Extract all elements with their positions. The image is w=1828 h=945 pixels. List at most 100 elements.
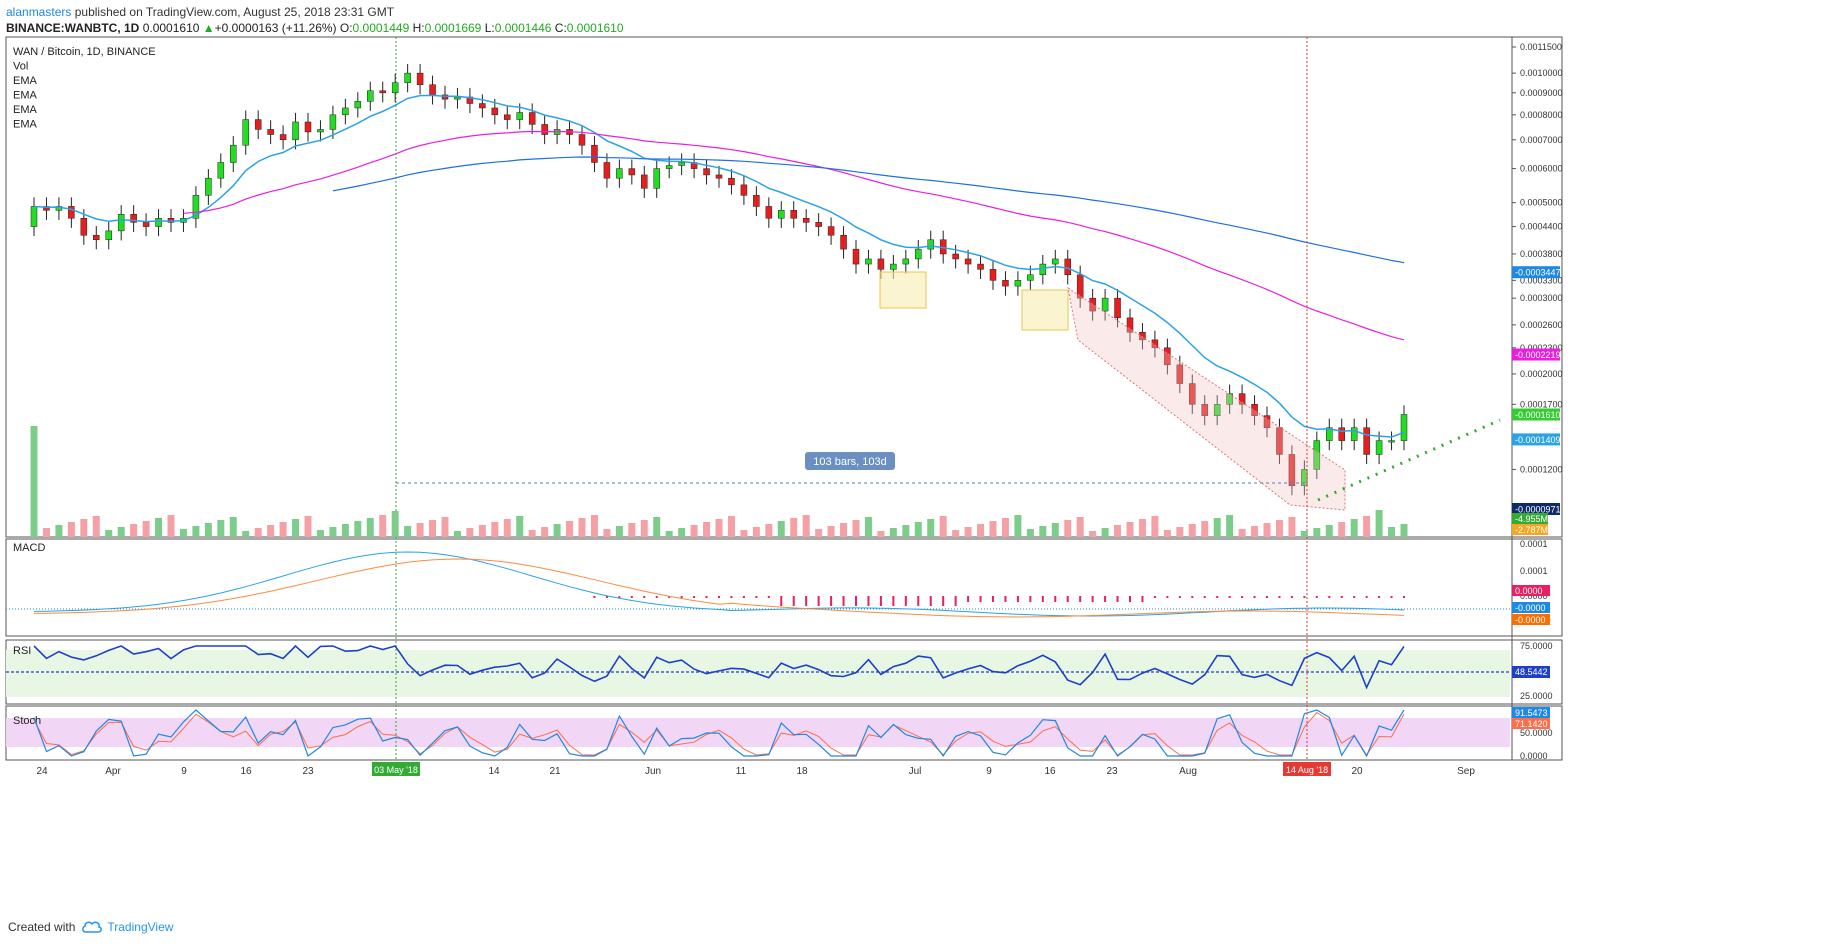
volume-bar	[1350, 519, 1358, 537]
volume-bar	[1300, 531, 1308, 537]
candle-body	[616, 168, 623, 179]
volume-group	[30, 426, 1408, 537]
volume-bar	[466, 528, 474, 537]
macd-histogram-bar	[630, 596, 633, 598]
macd-axis-label: 0.0001	[1520, 566, 1548, 576]
candle-body	[1052, 258, 1059, 265]
stoch-band	[6, 718, 1510, 747]
author-link[interactable]: alanmasters	[6, 5, 72, 19]
candle-body	[1002, 280, 1009, 287]
highlight-box	[1021, 289, 1069, 331]
chart-canvas[interactable]: 0.0011500 0.0010000 0.0009000 0.0008000 0.00…	[0, 0, 1828, 915]
volume-bar	[578, 518, 586, 537]
volume-bar	[503, 519, 511, 537]
macd-histogram-bar	[1241, 596, 1244, 598]
candle-body	[1189, 383, 1196, 405]
low-value: 0.0001446	[494, 21, 552, 35]
time-axis-label: 24	[36, 766, 48, 777]
candle-body	[1039, 263, 1047, 276]
volume-tag	[1512, 524, 1548, 535]
volume-tag-label: -4.955M	[1515, 514, 1548, 524]
volume-bar	[678, 528, 686, 537]
volume-bar	[117, 527, 125, 537]
stoch-tag	[1512, 718, 1550, 729]
volume-bar	[192, 526, 200, 537]
legend-item: EMA	[13, 90, 38, 102]
candle-body	[329, 114, 337, 130]
stoch-tag	[1512, 707, 1550, 718]
price-tag-label: -0.0001610	[1515, 410, 1561, 420]
close-value: 0.0001610	[566, 21, 624, 35]
volume-bar	[1288, 517, 1296, 537]
rsi-axis-label: 25.0000	[1520, 691, 1553, 701]
price-axis-label: 0.0011500	[1520, 42, 1562, 52]
candle-body	[1238, 393, 1246, 405]
high-value: 0.0001669	[424, 21, 482, 35]
candle-body	[790, 210, 797, 219]
volume-bar	[752, 527, 760, 537]
macd-histogram-bar	[917, 596, 920, 606]
volume-bar	[491, 522, 499, 537]
candle-body	[765, 206, 773, 219]
macd-tag-label: -0.0000	[1515, 603, 1546, 613]
volume-bar	[92, 516, 100, 537]
volume-bar	[229, 517, 237, 537]
price-tag-label: -0.0003447	[1515, 268, 1561, 278]
stoch-axis-label: 0.0000	[1520, 751, 1548, 761]
volume-bar	[516, 516, 524, 537]
created-with-text: Created with	[8, 920, 76, 934]
volume-bar	[1176, 527, 1184, 537]
time-marker-label: 03 May '18	[374, 765, 418, 775]
volume-bar	[1064, 520, 1072, 537]
candle-body	[68, 206, 75, 219]
price-axis-label: 0.0002000	[1520, 369, 1563, 379]
volume-bar	[802, 515, 810, 537]
volume-bar	[1039, 526, 1047, 537]
price-tag	[1512, 503, 1560, 515]
time-marker-bg	[1283, 762, 1331, 776]
candle-body	[317, 129, 324, 133]
volume-bar	[989, 521, 997, 537]
macd-histogram-bar	[655, 596, 658, 598]
time-axis-label: Aug	[1179, 766, 1197, 777]
candle-body	[1176, 364, 1184, 384]
high-label: H:	[412, 21, 425, 35]
candle-body	[1400, 414, 1408, 441]
candle-body	[1251, 404, 1258, 416]
volume-bar	[977, 524, 985, 537]
macd-histogram-bar	[1303, 596, 1306, 598]
candle-body	[591, 144, 598, 163]
price-axis-label: 0.0009000	[1520, 88, 1563, 98]
price-axis-label: 0.0008000	[1520, 110, 1563, 120]
volume-bar	[715, 519, 723, 537]
macd-histogram-bar	[1403, 596, 1405, 598]
volume-bar	[105, 530, 113, 537]
candle-body	[192, 195, 200, 219]
macd-histogram-bar	[1253, 596, 1256, 598]
tradingview-link[interactable]: TradingView	[81, 920, 173, 934]
volume-bar	[366, 518, 374, 537]
candle-body	[1201, 404, 1208, 416]
volume-bar	[254, 528, 262, 537]
candle-body	[80, 218, 88, 236]
stoch-d-line	[33, 711, 1405, 756]
macd-histogram-bar	[1328, 596, 1331, 598]
macd-histogram-bar	[1029, 596, 1032, 602]
macd-histogram-bar	[1141, 596, 1144, 602]
candle-body	[142, 222, 150, 227]
legend-item: EMA	[13, 104, 38, 116]
candle-body	[479, 103, 486, 109]
candle-body	[815, 222, 822, 227]
candle-body	[578, 134, 586, 146]
candle-body	[342, 107, 349, 116]
candle-body	[740, 184, 748, 196]
macd-histogram-bar	[1365, 596, 1368, 598]
macd-histogram-bar	[1041, 596, 1044, 602]
volume-bar	[815, 529, 823, 537]
change-value: +0.0000163 (+11.26%)	[214, 21, 337, 35]
time-axis-label: 16	[240, 766, 252, 777]
time-axis-label: Jun	[645, 766, 661, 777]
volume-bar	[840, 523, 848, 537]
volume-bar	[927, 519, 935, 537]
candle-body	[292, 121, 299, 141]
